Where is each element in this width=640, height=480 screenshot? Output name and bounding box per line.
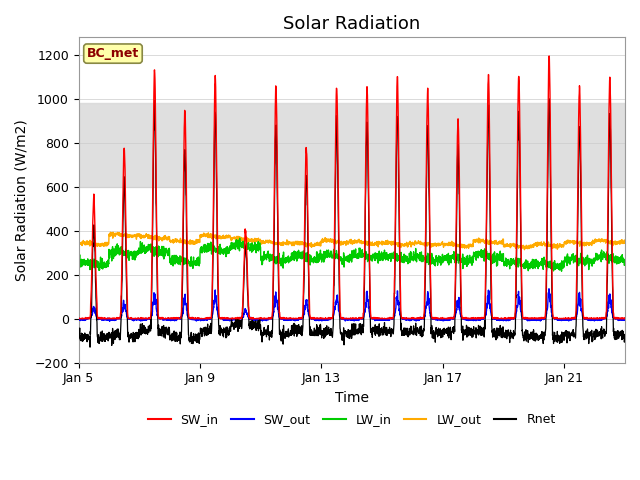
Bar [79, 103, 625, 187]
Title: Solar Radiation: Solar Radiation [284, 15, 420, 33]
Legend: SW_in, SW_out, LW_in, LW_out, Rnet: SW_in, SW_out, LW_in, LW_out, Rnet [143, 408, 561, 431]
Text: BC_met: BC_met [87, 47, 139, 60]
X-axis label: Time: Time [335, 391, 369, 405]
Y-axis label: Solar Radiation (W/m2): Solar Radiation (W/m2) [15, 119, 29, 281]
